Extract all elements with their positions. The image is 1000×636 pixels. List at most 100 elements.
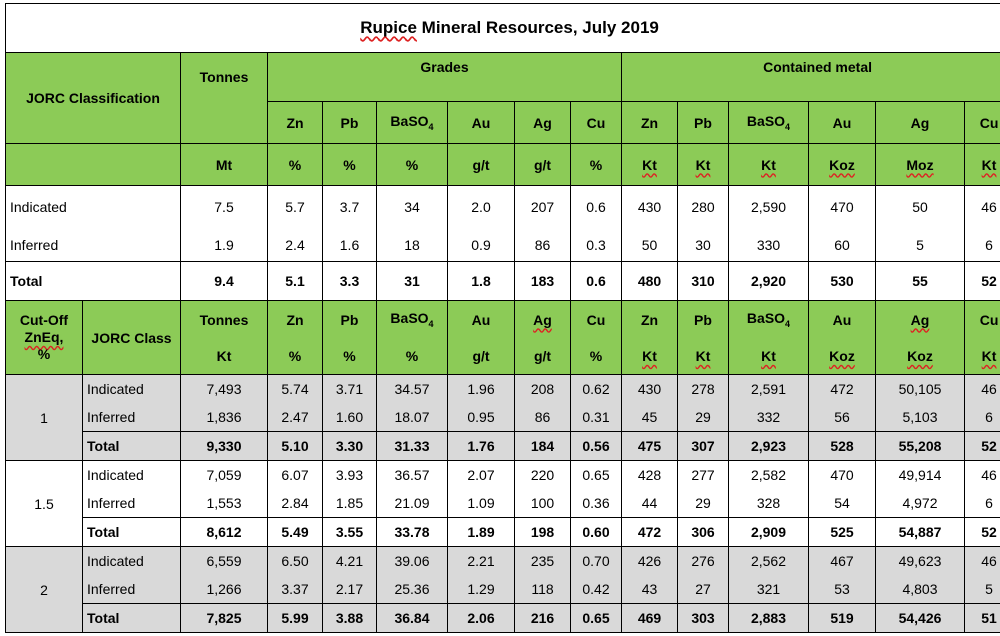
class-label-cell: Total [82, 517, 181, 547]
group-value-cell: 44 [621, 489, 678, 518]
unit-top-cell: % [376, 143, 448, 186]
header2-tonnes: Tonnes [180, 300, 268, 338]
summary-value-cell: 1.6 [322, 228, 377, 262]
group-value-cell: 5.10 [267, 431, 323, 461]
unit-bottom-cell: Koz [875, 338, 965, 375]
group-value-cell: 5.49 [267, 517, 323, 547]
group-value-cell: 33.78 [376, 517, 448, 547]
header2-metal-cu: Cu [963, 300, 1000, 338]
unit-top-cell: % [570, 143, 622, 186]
summary-value-cell: 470 [808, 185, 876, 228]
summary-value-cell: 330 [728, 228, 809, 262]
group-value-cell: 307 [677, 431, 729, 461]
title-wavy-part: Rupice [360, 18, 417, 37]
group-value-cell: 7,059 [180, 460, 268, 489]
header2-zn: Zn [267, 300, 323, 338]
group-value-cell: 208 [514, 374, 571, 403]
group-value-cell: 3.37 [267, 575, 323, 604]
group-value-cell: 86 [514, 403, 571, 432]
summary-value-cell: 0.9 [447, 228, 515, 262]
unit-bottom-cell: % [570, 338, 622, 375]
group-value-cell: 53 [808, 575, 876, 604]
group-value-cell: 467 [808, 546, 876, 575]
group-value-cell: 0.36 [570, 489, 622, 518]
group-value-cell: 2,591 [728, 374, 809, 403]
group-value-cell: 1,836 [180, 403, 268, 432]
group-value-cell: 5,103 [875, 403, 965, 432]
group-value-cell: 27 [677, 575, 729, 604]
unit-bottom-cell: Kt [728, 338, 809, 375]
header-au: Au [447, 101, 515, 144]
table-row: Total 7,825 5.99 3.88 36.84 2.06 216 0.65 469 303… [6, 603, 1000, 633]
group-value-cell: 2.47 [267, 403, 323, 432]
group-value-cell: 46 [963, 546, 1000, 575]
group-value-cell: 0.31 [570, 403, 622, 432]
unit-bottom-cell: % [322, 338, 377, 375]
group-value-cell: 3.30 [322, 431, 377, 461]
table-row: Inferred 1.9 2.4 1.6 18 0.9 86 0.3 50 30 330 60 5 6 [5, 228, 1000, 262]
unit-top-cell: Mt [180, 143, 268, 186]
group-value-cell: 118 [514, 575, 571, 604]
group-value-cell: 1,553 [180, 489, 268, 518]
header2-metal-au: Au [808, 300, 876, 338]
table-row: 1.5 Indicated 7,059 6.07 3.93 36.57 2.07 220 0.6… [5, 460, 1000, 547]
class-label-cell: Indicated [82, 374, 181, 403]
group-value-cell: 29 [677, 403, 729, 432]
table-row: Total 9,330 5.10 3.30 31.33 1.76 184 0.56 475 307… [6, 431, 1000, 461]
unit-bottom-cell: g/t [447, 338, 515, 375]
summary-value-cell: 5.1 [267, 261, 323, 301]
summary-value-cell: 5.7 [267, 185, 323, 228]
group-value-cell: 321 [728, 575, 809, 604]
group-value-cell: 475 [621, 431, 678, 461]
group-value-cell: 25.36 [376, 575, 448, 604]
group-value-cell: 39.06 [376, 546, 448, 575]
table-row: Indicated 7.5 5.7 3.7 34 2.0 207 0.6 430 280 2,590… [5, 185, 1000, 228]
class-label-cell: Indicated [82, 460, 181, 489]
group-value-cell: 5.99 [267, 603, 323, 633]
summary-value-cell: 207 [514, 185, 571, 228]
group-value-cell: 52 [963, 431, 1000, 461]
table-row: 1 Indicated 7,493 5.74 3.71 34.57 1.96 208 0.62 4… [5, 374, 1000, 461]
group-value-cell: 54 [808, 489, 876, 518]
summary-value-cell: 50 [875, 185, 965, 228]
header2-metal-zn: Zn [621, 300, 678, 338]
table-row: Total 8,612 5.49 3.55 33.78 1.89 198 0.60 472 306… [6, 517, 1000, 547]
summary-row-label: Total [5, 261, 181, 301]
group-value-cell: 276 [677, 546, 729, 575]
group-value-cell: 426 [621, 546, 678, 575]
group-value-cell: 45 [621, 403, 678, 432]
group-value-cell: 51 [963, 603, 1000, 633]
header2-metal-baso4: BaSO4 [728, 300, 809, 338]
group-value-cell: 328 [728, 489, 809, 518]
group-value-cell: 52 [963, 517, 1000, 547]
summary-value-cell: 3.3 [322, 261, 377, 301]
group-value-cell: 5 [963, 575, 1000, 604]
summary-value-cell: 280 [677, 185, 729, 228]
unit-bottom-cell: Kt [180, 338, 268, 375]
group-value-cell: 519 [808, 603, 876, 633]
group-value-cell: 3.55 [322, 517, 377, 547]
summary-value-cell: 55 [875, 261, 965, 301]
group-value-cell: 1.60 [322, 403, 377, 432]
summary-value-cell: 2.0 [447, 185, 515, 228]
group-value-cell: 0.65 [570, 460, 622, 489]
unit-bottom-cell: Kt [963, 338, 1000, 375]
group-value-cell: 4,972 [875, 489, 965, 518]
header-pb: Pb [322, 101, 377, 144]
group-value-cell: 2,562 [728, 546, 809, 575]
header-tonnes: Tonnes [180, 52, 268, 102]
summary-value-cell: 86 [514, 228, 571, 262]
header-tonnes-spacer [180, 101, 268, 144]
group-value-cell: 2,883 [728, 603, 809, 633]
header-metal-baso4: BaSO4 [728, 101, 809, 144]
header-jorc-classification: JORC Classification [5, 52, 181, 144]
group-value-cell: 184 [514, 431, 571, 461]
group-value-cell: 0.62 [570, 374, 622, 403]
unit-top-cell: Kt [677, 143, 729, 186]
group-value-cell: 470 [808, 460, 876, 489]
group-value-cell: 4,803 [875, 575, 965, 604]
group-value-cell: 216 [514, 603, 571, 633]
unit-bottom-cell: % [267, 338, 323, 375]
summary-value-cell: 1.9 [180, 228, 268, 262]
group-value-cell: 306 [677, 517, 729, 547]
